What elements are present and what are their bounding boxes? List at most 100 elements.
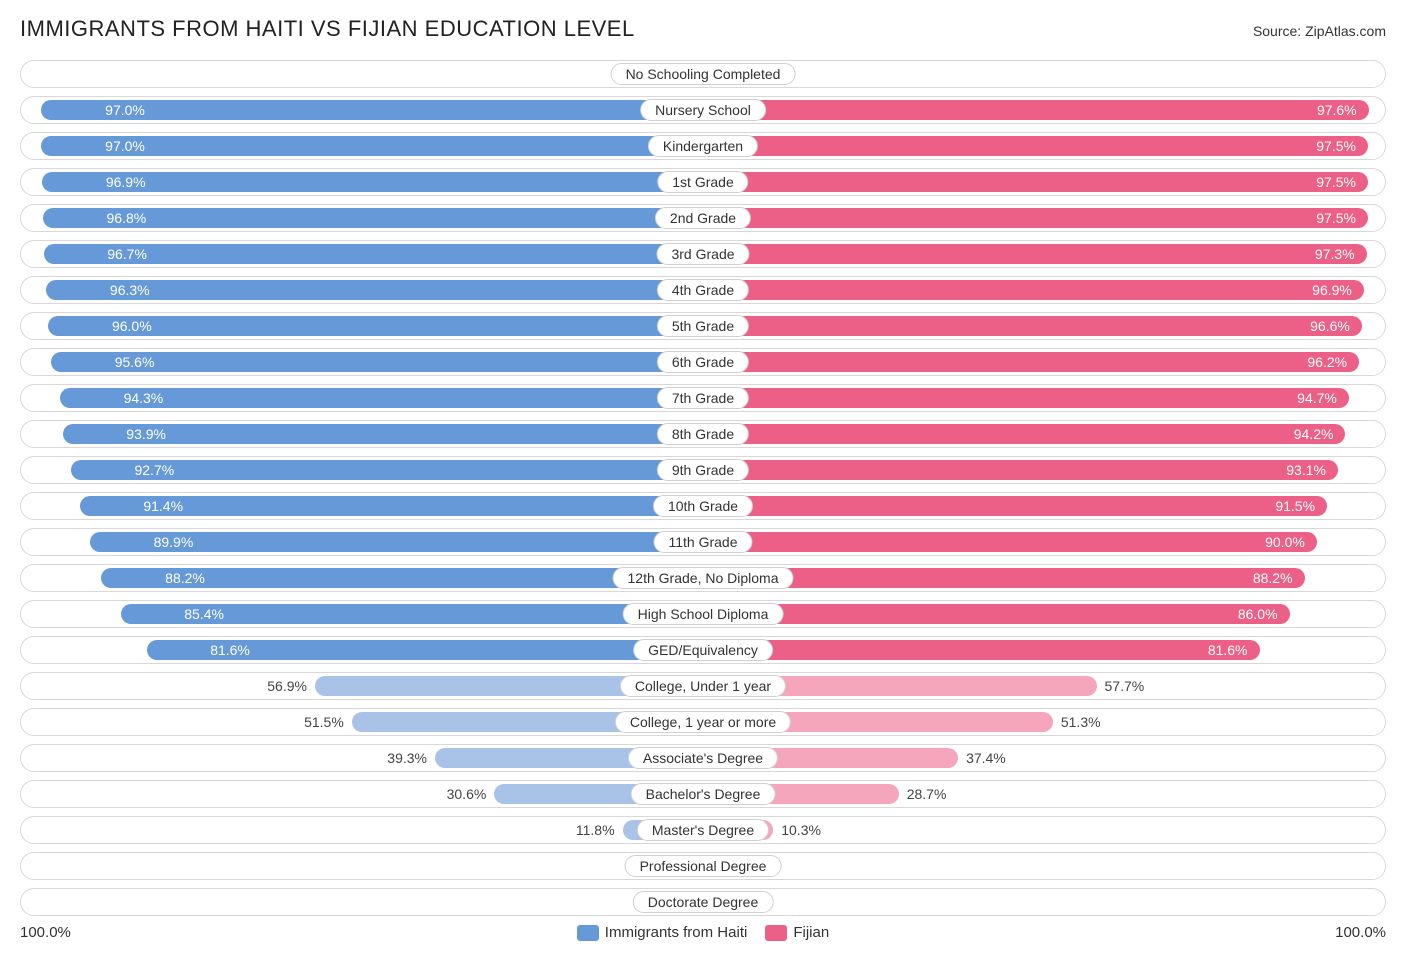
- category-label: 3rd Grade: [656, 243, 749, 265]
- pct-right: 88.2%: [1253, 565, 1305, 591]
- chart-row: 96.9% 97.5% 1st Grade: [20, 168, 1386, 196]
- bar-right: [703, 100, 1369, 120]
- pct-right: 94.7%: [1297, 385, 1349, 411]
- pct-left: 51.5%: [304, 709, 352, 735]
- category-label: 4th Grade: [657, 279, 749, 301]
- category-label: 2nd Grade: [655, 207, 751, 229]
- bar-right: [703, 208, 1368, 228]
- category-label: 5th Grade: [657, 315, 749, 337]
- pct-right: 97.3%: [1315, 241, 1367, 267]
- pct-left: 92.7%: [122, 457, 174, 483]
- chart-row: 96.0% 96.6% 5th Grade: [20, 312, 1386, 340]
- chart-row: 97.0% 97.6% Nursery School: [20, 96, 1386, 124]
- category-label: 12th Grade, No Diploma: [613, 567, 794, 589]
- chart-row: 94.3% 94.7% 7th Grade: [20, 384, 1386, 412]
- bar-right: [703, 388, 1349, 408]
- category-label: GED/Equivalency: [633, 639, 773, 661]
- legend-label-right: Fijian: [793, 924, 829, 941]
- chart-row: 51.5% 51.3% College, 1 year or more: [20, 708, 1386, 736]
- pct-right: 37.4%: [958, 745, 1006, 771]
- chart-source: Source: ZipAtlas.com: [1253, 23, 1386, 39]
- pct-left: 88.2%: [153, 565, 205, 591]
- bar-right: [703, 280, 1364, 300]
- pct-right: 96.2%: [1307, 349, 1359, 375]
- axis-max-right: 100.0%: [1335, 924, 1386, 941]
- pct-left: 96.0%: [100, 313, 152, 339]
- source-label: Source:: [1253, 23, 1301, 39]
- legend-label-left: Immigrants from Haiti: [605, 924, 748, 941]
- bar-right: [703, 172, 1368, 192]
- pct-left: 97.0%: [93, 133, 145, 159]
- pct-left: 94.3%: [112, 385, 164, 411]
- pct-left: 96.3%: [98, 277, 150, 303]
- pct-left: 81.6%: [198, 637, 250, 663]
- pct-left: 11.8%: [576, 817, 623, 843]
- pct-left: 56.9%: [267, 673, 315, 699]
- pct-right: 90.0%: [1265, 529, 1317, 555]
- bar-right: [703, 136, 1368, 156]
- chart-row: 81.6% 81.6% GED/Equivalency: [20, 636, 1386, 664]
- chart-row: 91.4% 91.5% 10th Grade: [20, 492, 1386, 520]
- bar-right: [703, 496, 1327, 516]
- pct-right: 96.6%: [1310, 313, 1362, 339]
- chart-header: IMMIGRANTS FROM HAITI VS FIJIAN EDUCATIO…: [20, 16, 1386, 42]
- pct-right: 97.5%: [1316, 205, 1368, 231]
- chart-row: 3.0%2.5%No Schooling Completed: [20, 60, 1386, 88]
- pct-right: 91.5%: [1275, 493, 1327, 519]
- category-label: College, 1 year or more: [615, 711, 791, 733]
- pct-right: 97.5%: [1316, 169, 1368, 195]
- category-label: 11th Grade: [653, 531, 752, 553]
- chart-row: 39.3%37.4%Associate's Degree: [20, 744, 1386, 772]
- pct-left: 96.7%: [95, 241, 147, 267]
- category-label: Doctorate Degree: [633, 891, 774, 913]
- bar-right: [703, 532, 1317, 552]
- pct-left: 97.0%: [93, 97, 145, 123]
- pct-right: 51.3%: [1053, 709, 1101, 735]
- category-label: 6th Grade: [657, 351, 749, 373]
- bar-right: [703, 244, 1367, 264]
- category-label: Master's Degree: [637, 819, 769, 841]
- pct-right: 93.1%: [1286, 457, 1338, 483]
- pct-left: 85.4%: [172, 601, 224, 627]
- legend-item-left: Immigrants from Haiti: [577, 924, 748, 941]
- category-label: Bachelor's Degree: [631, 783, 776, 805]
- chart-row: 1.3%1.1%Doctorate Degree: [20, 888, 1386, 916]
- pct-left: 93.9%: [114, 421, 166, 447]
- category-label: 1st Grade: [657, 171, 748, 193]
- chart-row: 85.4%86.0%High School Diploma: [20, 600, 1386, 628]
- category-label: 7th Grade: [657, 387, 749, 409]
- pct-left: 30.6%: [447, 781, 495, 807]
- chart-row: 96.3% 96.9% 4th Grade: [20, 276, 1386, 304]
- pct-left: 96.9%: [94, 169, 146, 195]
- pct-right: 97.6%: [1317, 97, 1369, 123]
- source-value: ZipAtlas.com: [1305, 23, 1386, 39]
- chart-row: 95.6% 96.2% 6th Grade: [20, 348, 1386, 376]
- bar-right: [703, 640, 1260, 660]
- bar-right: [703, 352, 1359, 372]
- pct-right: 81.6%: [1208, 637, 1260, 663]
- axis-max-left: 100.0%: [20, 924, 71, 941]
- category-label: Kindergarten: [648, 135, 758, 157]
- education-diverging-chart: 3.0%2.5%No Schooling Completed 97.0% 97.6%…: [20, 60, 1386, 916]
- chart-row: 97.0%97.5%Kindergarten: [20, 132, 1386, 160]
- chart-footer: 100.0% Immigrants from Haiti Fijian 100.…: [20, 924, 1386, 941]
- bar-right: [703, 604, 1290, 624]
- bar-right: [703, 460, 1338, 480]
- legend-swatch-left: [577, 925, 599, 941]
- chart-row: 96.8%97.5%2nd Grade: [20, 204, 1386, 232]
- pct-left: 91.4%: [131, 493, 183, 519]
- category-label: No Schooling Completed: [611, 63, 796, 85]
- category-label: Nursery School: [640, 99, 766, 121]
- category-label: 10th Grade: [653, 495, 753, 517]
- category-label: 9th Grade: [657, 459, 749, 481]
- pct-right: 96.9%: [1312, 277, 1364, 303]
- bar-right: [703, 316, 1362, 336]
- chart-row: 3.4%2.9%Professional Degree: [20, 852, 1386, 880]
- category-label: Professional Degree: [625, 855, 782, 877]
- pct-left: 95.6%: [103, 349, 155, 375]
- category-label: 8th Grade: [657, 423, 749, 445]
- chart-row: 30.6%28.7%Bachelor's Degree: [20, 780, 1386, 808]
- category-label: Associate's Degree: [628, 747, 778, 769]
- pct-right: 86.0%: [1238, 601, 1290, 627]
- pct-right: 94.2%: [1294, 421, 1346, 447]
